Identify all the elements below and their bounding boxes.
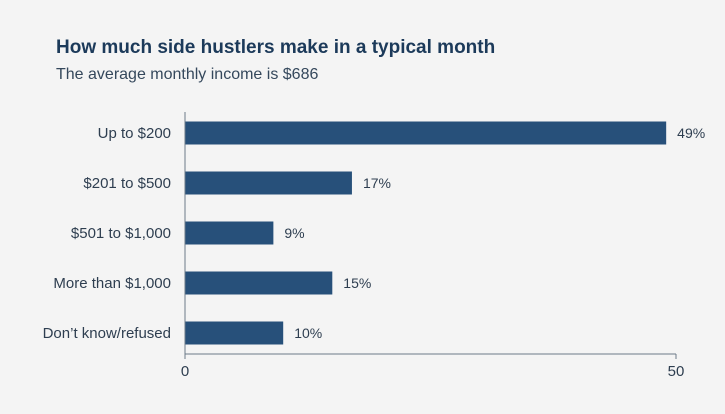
category-label: $201 to $500: [83, 175, 171, 192]
x-tick-label: 0: [181, 363, 189, 380]
category-label: Don’t know/refused: [43, 325, 171, 342]
category-label: Up to $200: [98, 125, 171, 142]
value-label: 9%: [284, 225, 304, 241]
chart-title: How much side hustlers make in a typical…: [56, 37, 496, 58]
bar: [185, 271, 333, 295]
x-tick-label: 50: [668, 363, 685, 380]
chart-subtitle: The average monthly income is $686: [56, 66, 319, 83]
x-axis: 0 50: [181, 112, 685, 380]
bar: [185, 121, 667, 145]
category-label: $501 to $1,000: [71, 225, 171, 242]
value-label: 15%: [343, 275, 371, 291]
bars-layer: Up to $200 49% $201 to $500 17% $501 to $1,0…: [43, 121, 705, 345]
value-label: 17%: [363, 175, 391, 191]
value-label: 10%: [294, 325, 322, 341]
bar: [185, 321, 284, 345]
value-label: 49%: [677, 125, 705, 141]
bar: [185, 171, 352, 195]
bar: [185, 221, 274, 245]
category-label: More than $1,000: [53, 275, 171, 292]
